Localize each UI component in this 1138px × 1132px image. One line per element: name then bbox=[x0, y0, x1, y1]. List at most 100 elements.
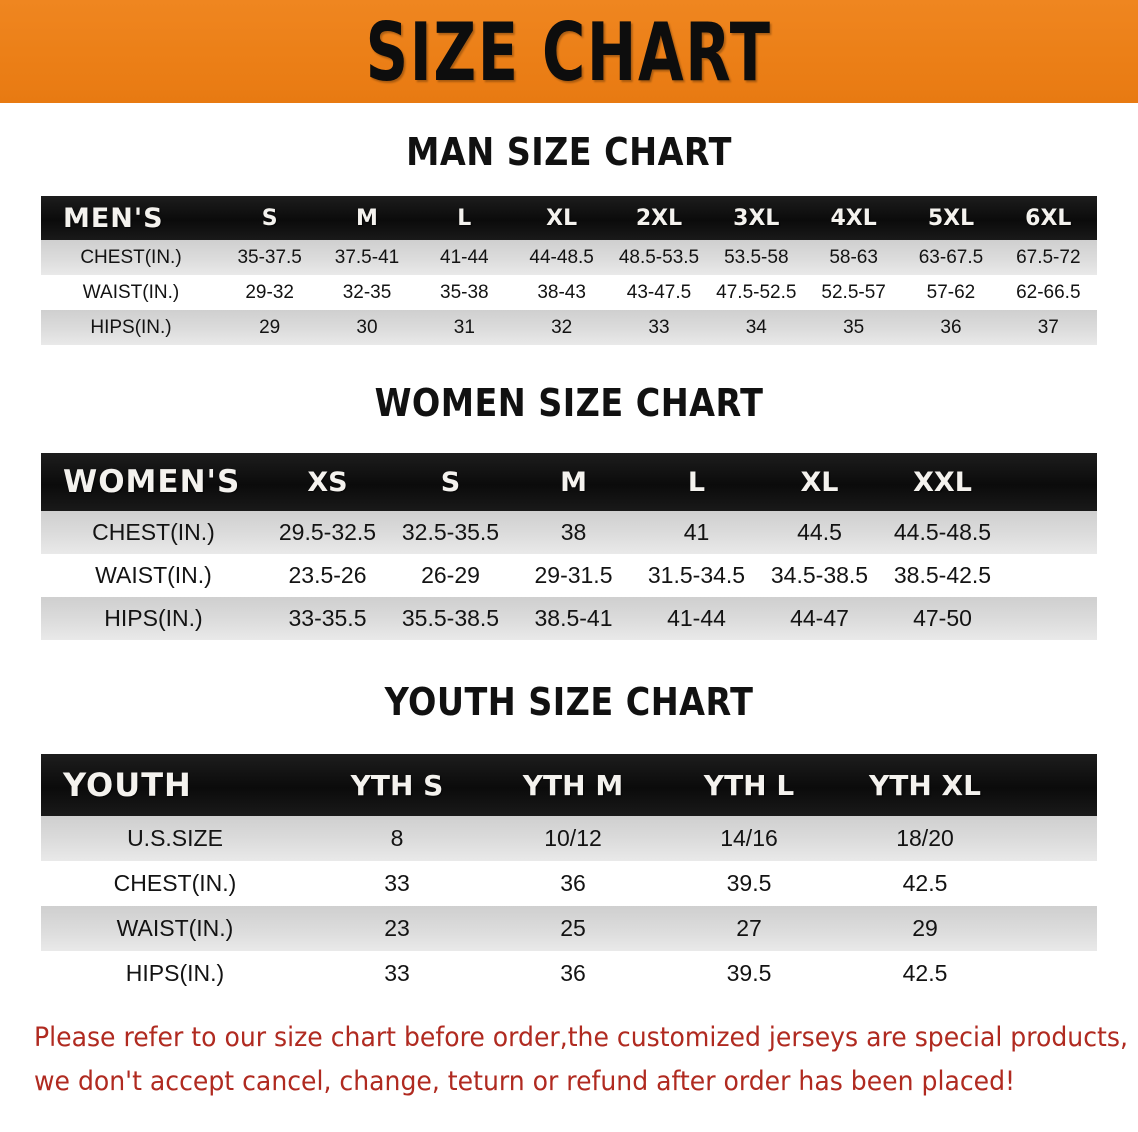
cell: 36 bbox=[940, 316, 962, 338]
cell: 29 bbox=[259, 316, 281, 338]
cell: 10/12 bbox=[544, 825, 602, 851]
cell: 38-43 bbox=[537, 281, 586, 303]
cell: 33 bbox=[384, 960, 410, 986]
cell: 43-47.5 bbox=[626, 281, 692, 303]
youth-size-col-s: YTH S bbox=[350, 768, 444, 802]
spacer bbox=[0, 174, 1138, 196]
cell: 35.5-38.5 bbox=[401, 605, 500, 631]
spacer bbox=[0, 103, 1138, 130]
men-size-col-4xl: 4XL bbox=[830, 205, 877, 231]
men-size-col-m: M bbox=[356, 205, 378, 231]
cell: 32.5-35.5 bbox=[401, 519, 500, 545]
cell: 36 bbox=[560, 960, 586, 986]
cell: 35-37.5 bbox=[237, 246, 302, 268]
cell: 38.5-42.5 bbox=[893, 562, 992, 588]
table-row: CHEST(IN.) 35-37.5 37.5-41 41-44 44-48.5… bbox=[41, 240, 1097, 275]
cell: 29.5-32.5 bbox=[278, 519, 377, 545]
spacer bbox=[0, 724, 1138, 754]
cell: 8 bbox=[390, 825, 404, 851]
cell: 44.5 bbox=[797, 519, 842, 545]
spacer bbox=[0, 640, 1138, 680]
table-row: HIPS(IN.) 33-35.5 35.5-38.5 38.5-41 41-4… bbox=[41, 597, 1097, 640]
men-size-col-5xl: 5XL bbox=[927, 205, 975, 231]
spacer bbox=[0, 996, 1138, 1016]
men-size-col-6xl: 6XL bbox=[1025, 205, 1072, 231]
row-label: WAIST(IN.) bbox=[95, 562, 212, 588]
row-label: WAIST(IN.) bbox=[116, 915, 234, 941]
spacer bbox=[0, 425, 1138, 453]
cell: 26-29 bbox=[421, 562, 480, 588]
cell bbox=[1004, 597, 1051, 640]
row-label: CHEST(IN.) bbox=[80, 246, 182, 268]
men-size-table: MEN'S S M L XL 2XL 3XL 4XL 5XL 6XL CHEST… bbox=[41, 196, 1097, 345]
cell bbox=[1051, 597, 1098, 640]
women-size-col-s: S bbox=[440, 466, 461, 498]
cell: 42.5 bbox=[902, 960, 948, 986]
cell: 44-47 bbox=[790, 605, 849, 631]
table-row: WAIST(IN.) 23 25 27 29 bbox=[41, 906, 1097, 951]
youth-section-title: YOUTH SIZE CHART bbox=[384, 680, 754, 724]
cell: 34.5-38.5 bbox=[770, 562, 869, 588]
cell: 37 bbox=[1037, 316, 1059, 338]
cell: 63-67.5 bbox=[918, 246, 984, 268]
cell: 38 bbox=[560, 519, 587, 545]
disclaimer-line-1: Please refer to our size chart before or… bbox=[34, 1022, 1128, 1053]
cell: 36 bbox=[560, 870, 586, 896]
cell: 23 bbox=[384, 915, 410, 941]
cell bbox=[1004, 511, 1051, 554]
cell bbox=[1051, 554, 1098, 597]
cell: 29-32 bbox=[245, 281, 294, 303]
cell: 67.5-72 bbox=[1016, 246, 1081, 268]
table-row: WAIST(IN.) 29-32 32-35 35-38 38-43 43-47… bbox=[41, 275, 1097, 310]
women-section-title: WOMEN SIZE CHART bbox=[374, 381, 764, 425]
table-row: WAIST(IN.) 23.5-26 26-29 29-31.5 31.5-34… bbox=[41, 554, 1097, 597]
cell: 30 bbox=[356, 316, 378, 338]
cell: 41-44 bbox=[440, 246, 489, 268]
cell: 18/20 bbox=[896, 825, 954, 851]
cell: 39.5 bbox=[726, 960, 772, 986]
cell: 23.5-26 bbox=[288, 562, 367, 588]
men-size-col-s: S bbox=[261, 205, 278, 231]
cell: 52.5-57 bbox=[821, 281, 886, 303]
cell: 29 bbox=[912, 915, 938, 941]
cell bbox=[1013, 861, 1097, 906]
cell: 27 bbox=[736, 915, 762, 941]
table-row: HIPS(IN.) 33 36 39.5 42.5 bbox=[41, 951, 1097, 996]
row-label: HIPS(IN.) bbox=[104, 605, 203, 631]
youth-header-label: YOUTH bbox=[63, 766, 192, 804]
cell: 33-35.5 bbox=[288, 605, 367, 631]
men-size-col-3xl: 3XL bbox=[733, 205, 780, 231]
cell: 44.5-48.5 bbox=[893, 519, 992, 545]
women-size-col-empty-1 bbox=[1004, 453, 1051, 511]
cell: 41-44 bbox=[667, 605, 726, 631]
cell: 41 bbox=[683, 519, 710, 545]
women-table-body: CHEST(IN.) 29.5-32.5 32.5-35.5 38 41 44.… bbox=[41, 511, 1097, 640]
cell bbox=[1013, 816, 1097, 861]
spacer bbox=[0, 345, 1138, 381]
women-size-col-m: M bbox=[560, 466, 587, 498]
women-header-label: WOMEN'S bbox=[63, 464, 241, 500]
men-table-body: CHEST(IN.) 35-37.5 37.5-41 41-44 44-48.5… bbox=[41, 240, 1097, 345]
cell: 48.5-53.5 bbox=[618, 246, 700, 268]
women-table-head: WOMEN'S XS S M L XL XXL bbox=[41, 453, 1097, 511]
cell: 32 bbox=[551, 316, 573, 338]
women-size-table: WOMEN'S XS S M L XL XXL CHEST(IN.) 29.5-… bbox=[41, 453, 1097, 640]
men-size-col-l: L bbox=[457, 205, 472, 231]
disclaimer-line-2: we don't accept cancel, change, teturn o… bbox=[34, 1066, 1016, 1097]
youth-size-col-l: YTH L bbox=[703, 768, 795, 802]
cell: 47.5-52.5 bbox=[716, 281, 797, 303]
cell: 35 bbox=[843, 316, 865, 338]
table-row: HIPS(IN.) 29 30 31 32 33 34 35 36 37 bbox=[41, 310, 1097, 345]
cell: 14/16 bbox=[720, 825, 778, 851]
cell: 57-62 bbox=[926, 281, 976, 303]
cell: 35-38 bbox=[440, 281, 489, 303]
women-header-row: WOMEN'S XS S M L XL XXL bbox=[41, 453, 1097, 511]
cell bbox=[1013, 906, 1097, 951]
row-label: CHEST(IN.) bbox=[113, 870, 237, 896]
row-label: WAIST(IN.) bbox=[82, 281, 180, 303]
page-title: SIZE CHART bbox=[365, 4, 773, 99]
youth-size-table: YOUTH YTH S YTH M YTH L YTH XL U.S.SIZE … bbox=[41, 754, 1097, 996]
page-banner: SIZE CHART bbox=[0, 0, 1138, 103]
cell: 38.5-41 bbox=[534, 605, 613, 631]
cell bbox=[1004, 554, 1051, 597]
